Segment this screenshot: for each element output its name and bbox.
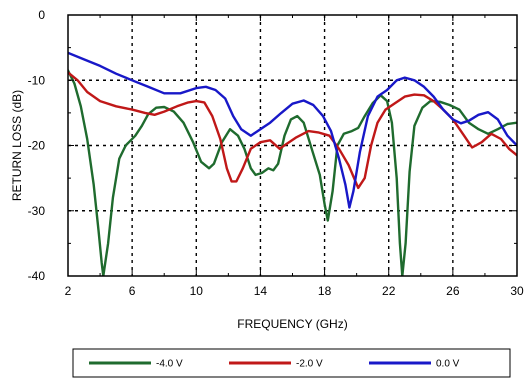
y-axis-title: RETURN LOSS (dB) (10, 90, 24, 201)
legend-label-1: -4.0 V (156, 359, 183, 370)
x-tick-label: 2 (65, 284, 72, 298)
series-line-1 (68, 69, 517, 276)
x-tick-label: 26 (446, 284, 460, 298)
y-tick-labels: 0 -10 -20 -30 -40 (28, 8, 46, 283)
y-tick-label: 0 (38, 8, 45, 22)
tick-marks (67, 14, 518, 277)
y-tick-label: -20 (28, 139, 46, 153)
y-tick-label: -40 (28, 269, 46, 283)
x-tick-label: 10 (190, 284, 204, 298)
x-tick-labels: 2 6 10 14 18 22 26 30 (65, 284, 524, 298)
x-tick-label: 6 (129, 284, 136, 298)
x-axis-title: FREQUENCY (GHz) (237, 317, 347, 331)
y-tick-label: -30 (28, 204, 46, 218)
series-line-3 (68, 51, 517, 209)
x-tick-label: 22 (382, 284, 396, 298)
y-tick-label: -10 (28, 73, 46, 87)
legend-label-2: -2.0 V (296, 359, 323, 370)
x-tick-label: 14 (254, 284, 268, 298)
legend: -4.0 V -2.0 V 0.0 V (72, 348, 511, 378)
series-line-2 (68, 71, 517, 190)
x-tick-label: 30 (510, 284, 524, 298)
legend-label-3: 0.0 V (436, 359, 460, 370)
x-tick-label: 18 (318, 284, 332, 298)
series-lines (68, 51, 517, 276)
grid-lines (68, 15, 517, 276)
